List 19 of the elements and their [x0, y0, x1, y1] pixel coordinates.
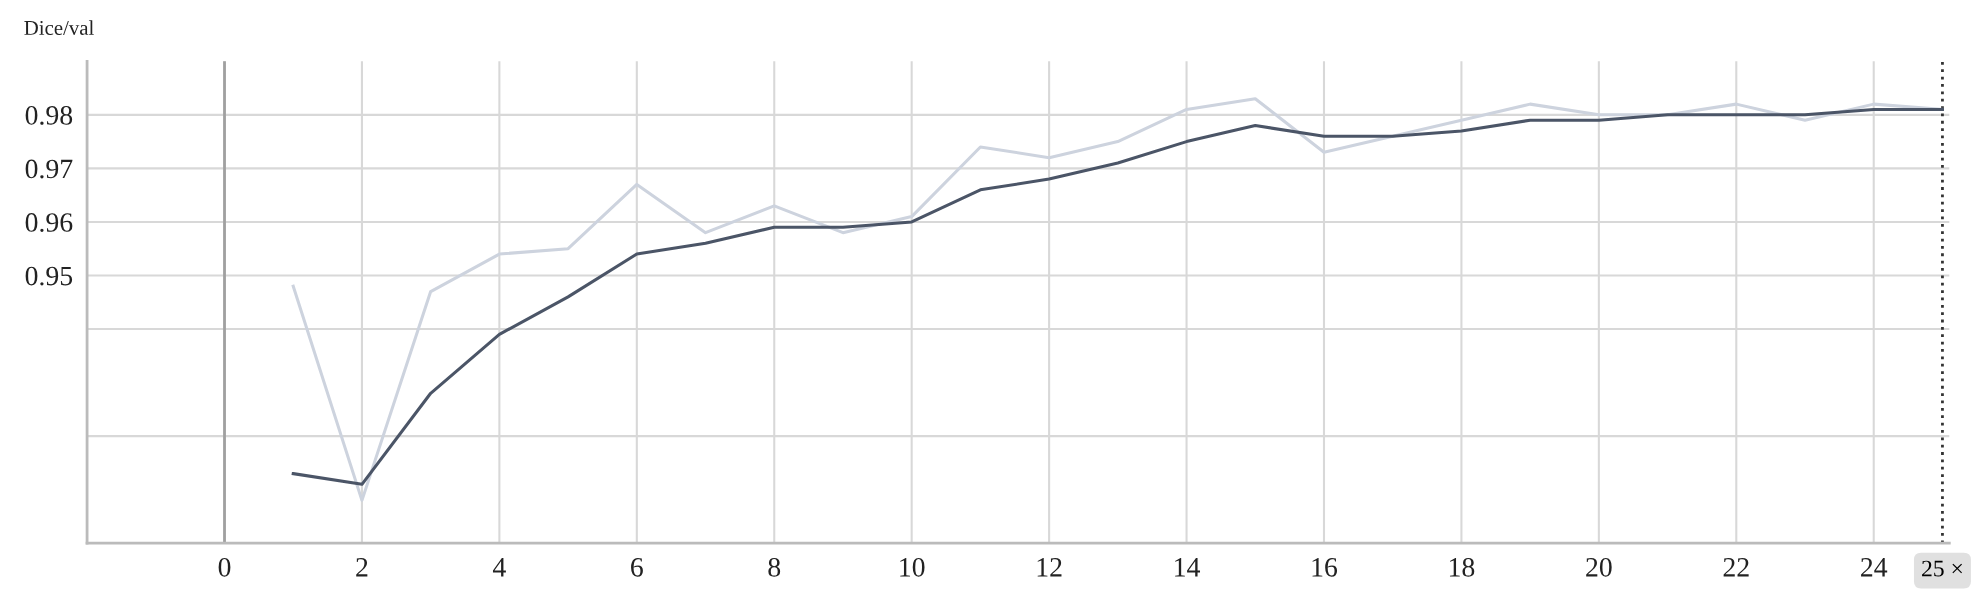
x-tick-label: 20: [1586, 557, 1612, 577]
x-tick-label: 16: [1312, 558, 1338, 577]
x-tick-label: 2: [356, 558, 368, 577]
x-tick-label: 12: [1037, 558, 1062, 577]
x-tick-label: 24: [1861, 558, 1888, 577]
x-tick-label: 14: [1175, 558, 1201, 577]
chart-title: Dice/val: [24, 20, 94, 35]
y-tick-label: 0.95: [25, 266, 73, 286]
x-tick-label: 18: [1449, 557, 1475, 577]
x-tick-label: 0: [218, 557, 231, 577]
y-tick-label: 0.96: [25, 213, 73, 232]
x-tick-label: 6: [631, 558, 643, 577]
ref-line-label: 25 ×: [1922, 560, 1963, 577]
x-tick-label: 8: [768, 557, 781, 577]
y-tick-label: 0.98: [25, 106, 73, 125]
y-tick-label: 0.97: [25, 159, 73, 179]
x-tick-label: 22: [1723, 558, 1749, 577]
x-tick-label: 4: [492, 558, 506, 577]
x-tick-label: 10: [900, 557, 925, 577]
